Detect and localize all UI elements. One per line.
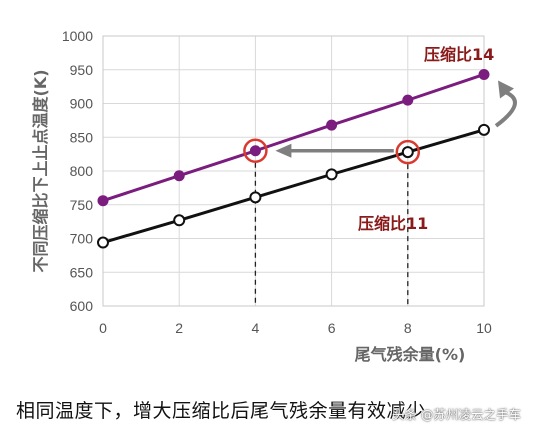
y-tick-label-650: 650 [70,264,94,280]
data-point-s0-x10 [478,68,490,80]
data-point-s1-x10 [478,123,490,136]
data-point-s1-x2 [173,214,186,227]
x-tick-label-0: 0 [99,320,107,336]
data-point-s0-x4 [249,145,261,157]
data-point-s0-x8 [402,94,414,106]
guide-lines [254,162,409,306]
series-line-1 [102,128,485,244]
data-point-s1-x6 [325,168,338,181]
grid [102,35,485,307]
plot-frame [102,35,485,307]
x-tick-label-4: 4 [252,320,260,336]
data-point-s0-x0 [97,195,109,207]
data-point-s1-x4 [249,191,262,204]
data-point-s0-x6 [326,119,338,131]
tick-labels: 600 650 700 750 800 850 900 950 1000 0 2 4 6 8 10 [62,28,492,336]
x-axis-label: 尾气残余量(%) [355,345,466,364]
x-tick-label-6: 6 [328,320,336,336]
series-label-14: 压缩比14 [424,45,494,64]
series-line-0 [102,73,485,203]
curved-arrow-head [498,80,514,99]
highlight-ring-2 [395,139,421,165]
y-tick-label-850: 850 [70,129,94,145]
caption: 相同温度下，增大压缩比后尾气残余量有效减少 [16,400,426,422]
annotations: 压缩比14 压缩比11 [243,45,517,233]
series-group [97,68,490,249]
x-tick-label-8: 8 [404,320,412,336]
x-tick-label-2: 2 [175,320,183,336]
y-tick-label-750: 750 [70,197,94,213]
curved-arrow-shaft [494,90,517,128]
y-tick-label-800: 800 [70,163,94,179]
axis-labels: 不同压缩比下上止点温度(K) 尾气残余量(%) [31,69,465,364]
data-point-s1-x0 [97,236,109,249]
data-point-s0-x2 [173,170,185,182]
y-axis-label: 不同压缩比下上止点温度(K) [31,69,50,272]
data-point-s1-x8 [401,146,414,159]
series-label-11: 压缩比11 [358,214,428,233]
y-tick-label-950: 950 [70,62,94,78]
highlight-ring-1 [243,138,268,163]
plot-border [102,35,485,307]
x-tick-label-10: 10 [476,320,492,336]
shift-arrow-head [275,143,292,158]
y-tick-label-1000: 1000 [62,28,93,44]
y-tick-label-700: 700 [70,231,94,247]
y-tick-label-600: 600 [70,298,94,314]
chart: 压缩比14 压缩比11 600 650 700 750 800 850 900 950 1000 0… [31,28,517,364]
watermark: 头条 @苏州凌云之手车 [392,407,521,422]
y-tick-label-900: 900 [70,96,94,112]
